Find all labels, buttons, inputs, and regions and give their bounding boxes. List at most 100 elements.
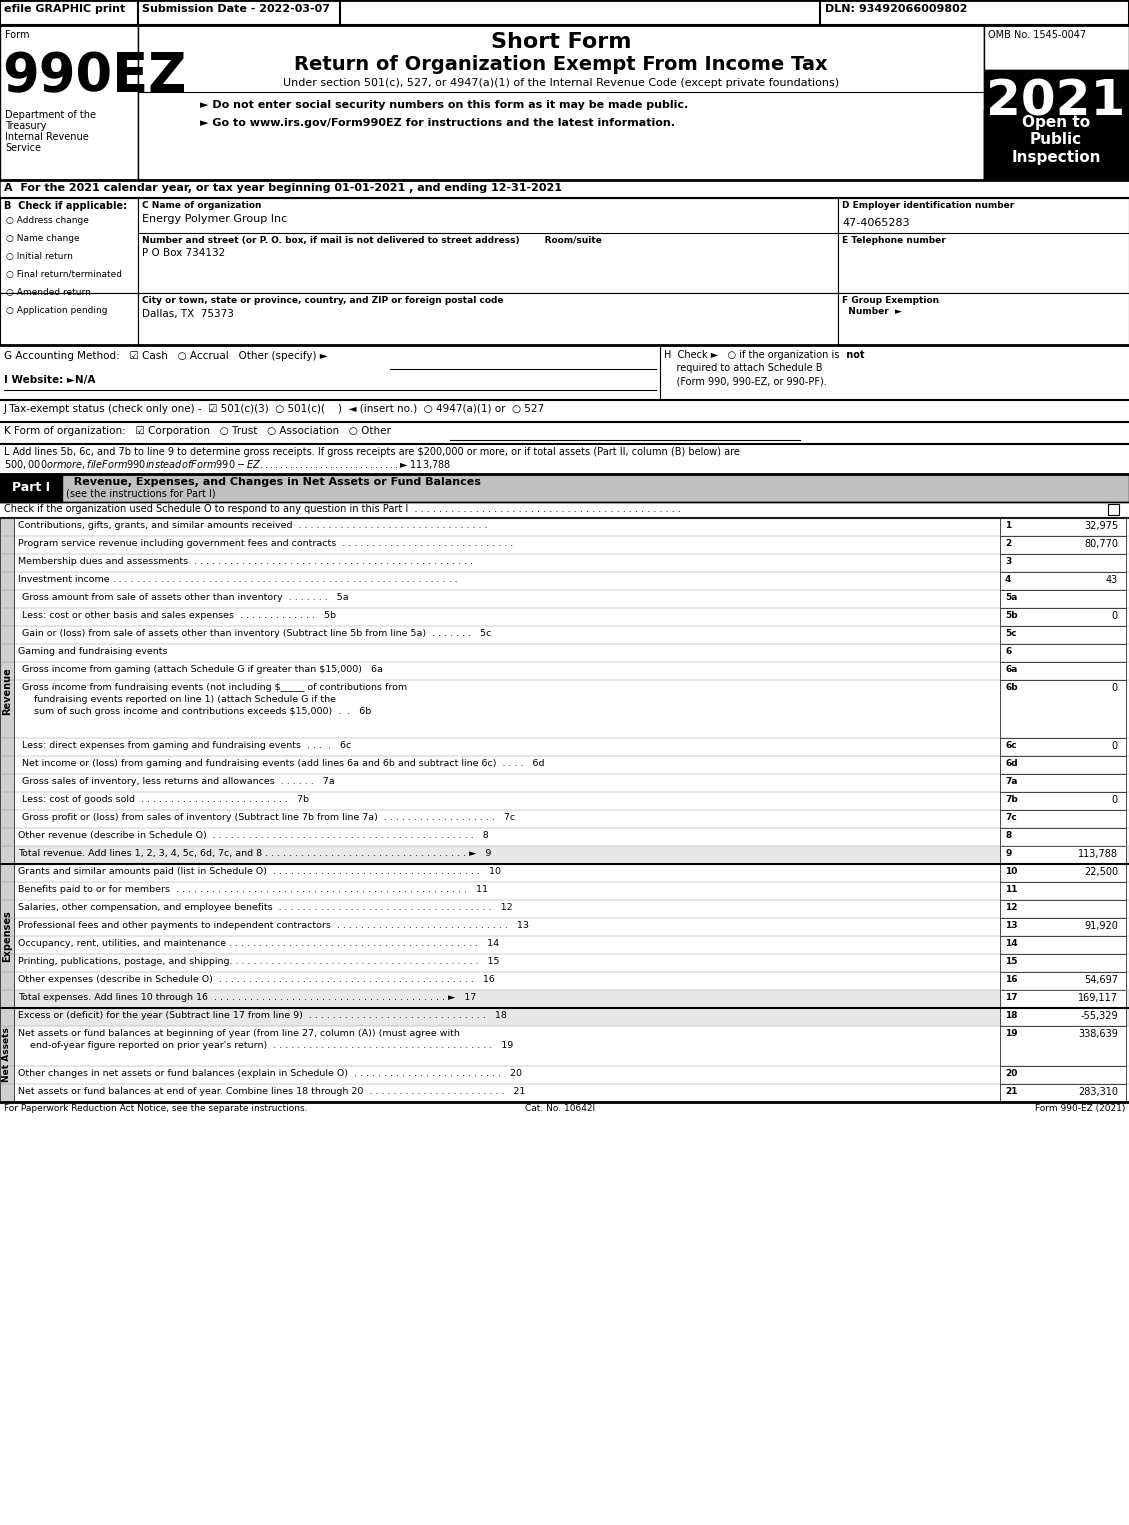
Text: Short Form: Short Form bbox=[491, 32, 631, 52]
Text: 113,788: 113,788 bbox=[1078, 849, 1118, 859]
Text: Net assets or fund balances at beginning of year (from line 27, column (A)) (mus: Net assets or fund balances at beginning… bbox=[18, 1029, 460, 1039]
Bar bbox=[138, 198, 838, 293]
Text: Gross income from fundraising events (not including $_____ of contributions from: Gross income from fundraising events (no… bbox=[21, 683, 408, 692]
Bar bbox=[138, 293, 838, 345]
Text: Revenue: Revenue bbox=[2, 666, 12, 715]
Bar bbox=[1000, 662, 1126, 680]
Text: 54,697: 54,697 bbox=[1084, 974, 1118, 985]
Bar bbox=[0, 518, 14, 865]
Text: 12: 12 bbox=[1005, 903, 1017, 912]
Text: 338,639: 338,639 bbox=[1078, 1029, 1118, 1039]
Text: L Add lines 5b, 6c, and 7b to line 9 to determine gross receipts. If gross recei: L Add lines 5b, 6c, and 7b to line 9 to … bbox=[5, 447, 739, 458]
Text: P O Box 734132: P O Box 734132 bbox=[142, 249, 226, 258]
Text: 3: 3 bbox=[1005, 557, 1012, 566]
Bar bbox=[1000, 1026, 1126, 1066]
Text: 6: 6 bbox=[1005, 647, 1012, 656]
Text: (see the instructions for Part I): (see the instructions for Part I) bbox=[65, 488, 216, 499]
Text: K Form of organization:   ☑ Corporation   ○ Trust   ○ Association   ○ Other: K Form of organization: ☑ Corporation ○ … bbox=[5, 425, 391, 436]
Text: H  Check ►   ○ if the organization is: H Check ► ○ if the organization is bbox=[664, 351, 842, 360]
Text: 19: 19 bbox=[1005, 1029, 1017, 1039]
Text: Service: Service bbox=[5, 143, 41, 152]
Text: City or town, state or province, country, and ZIP or foreign postal code: City or town, state or province, country… bbox=[142, 296, 504, 305]
Text: ○ Final return/terminated: ○ Final return/terminated bbox=[6, 270, 122, 279]
Text: Net assets or fund balances at end of year. Combine lines 18 through 20  . . . .: Net assets or fund balances at end of ye… bbox=[18, 1087, 525, 1096]
Text: 169,117: 169,117 bbox=[1078, 993, 1118, 1003]
Text: Less: direct expenses from gaming and fundraising events  . . .  .   6c: Less: direct expenses from gaming and fu… bbox=[21, 741, 351, 750]
Text: ○ Initial return: ○ Initial return bbox=[6, 252, 73, 261]
Bar bbox=[984, 110, 1129, 180]
Bar bbox=[1000, 881, 1126, 900]
Text: G Accounting Method:   ☑ Cash   ○ Accrual   Other (specify) ►: G Accounting Method: ☑ Cash ○ Accrual Ot… bbox=[5, 351, 327, 361]
Bar bbox=[1000, 955, 1126, 971]
Bar bbox=[1000, 518, 1126, 535]
Bar bbox=[1000, 846, 1126, 865]
Text: Under section 501(c), 527, or 4947(a)(1) of the Internal Revenue Code (except pr: Under section 501(c), 527, or 4947(a)(1)… bbox=[283, 78, 839, 88]
Text: 7b: 7b bbox=[1005, 795, 1017, 804]
Bar bbox=[1000, 918, 1126, 936]
Text: Grants and similar amounts paid (list in Schedule O)  . . . . . . . . . . . . . : Grants and similar amounts paid (list in… bbox=[18, 868, 501, 875]
Text: ○ Name change: ○ Name change bbox=[6, 233, 80, 242]
Bar bbox=[1000, 738, 1126, 756]
Bar bbox=[1000, 1008, 1126, 1026]
Bar bbox=[1000, 608, 1126, 625]
Text: Check if the organization used Schedule O to respond to any question in this Par: Check if the organization used Schedule … bbox=[5, 503, 681, 514]
Text: efile GRAPHIC print: efile GRAPHIC print bbox=[5, 5, 125, 14]
Text: DLN: 93492066009802: DLN: 93492066009802 bbox=[825, 5, 968, 14]
Bar bbox=[838, 198, 1129, 293]
Text: ► Go to www.irs.gov/Form990EZ for instructions and the latest information.: ► Go to www.irs.gov/Form990EZ for instru… bbox=[200, 117, 675, 128]
Text: Gross sales of inventory, less returns and allowances  . . . . . .   7a: Gross sales of inventory, less returns a… bbox=[21, 778, 334, 785]
Bar bbox=[1000, 590, 1126, 608]
Bar bbox=[1000, 810, 1126, 828]
Text: 20: 20 bbox=[1005, 1069, 1017, 1078]
Text: ○ Application pending: ○ Application pending bbox=[6, 307, 107, 316]
Text: 17: 17 bbox=[1005, 993, 1017, 1002]
Text: Expenses: Expenses bbox=[2, 910, 12, 962]
Text: 7c: 7c bbox=[1005, 813, 1017, 822]
Text: 16: 16 bbox=[1005, 974, 1017, 984]
Text: Benefits paid to or for members  . . . . . . . . . . . . . . . . . . . . . . . .: Benefits paid to or for members . . . . … bbox=[18, 884, 488, 894]
Text: 2: 2 bbox=[1005, 538, 1012, 547]
Text: 6c: 6c bbox=[1005, 741, 1016, 750]
Text: not: not bbox=[664, 351, 865, 360]
Text: -55,329: -55,329 bbox=[1080, 1011, 1118, 1022]
Text: $500,000 or more, file Form 990 instead of Form 990-EZ . . . . . . . . . . . . .: $500,000 or more, file Form 990 instead … bbox=[5, 458, 452, 471]
Bar bbox=[0, 865, 14, 1008]
Text: 21: 21 bbox=[1005, 1087, 1017, 1096]
Text: Internal Revenue: Internal Revenue bbox=[5, 133, 89, 142]
Text: 6a: 6a bbox=[1005, 665, 1017, 674]
Text: 0: 0 bbox=[1112, 683, 1118, 692]
Text: ► Do not enter social security numbers on this form as it may be made public.: ► Do not enter social security numbers o… bbox=[200, 101, 689, 110]
Text: Less: cost or other basis and sales expenses  . . . . . . . . . . . . .   5b: Less: cost or other basis and sales expe… bbox=[21, 612, 336, 621]
Text: Gross income from gaming (attach Schedule G if greater than $15,000)   6a: Gross income from gaming (attach Schedul… bbox=[21, 665, 383, 674]
Bar bbox=[1000, 791, 1126, 810]
Bar bbox=[138, 24, 984, 180]
Text: 8: 8 bbox=[1005, 831, 1012, 840]
Text: Gross amount from sale of assets other than inventory  . . . . . . .   5a: Gross amount from sale of assets other t… bbox=[21, 593, 349, 602]
Text: Number and street (or P. O. box, if mail is not delivered to street address)    : Number and street (or P. O. box, if mail… bbox=[142, 236, 602, 246]
Text: 13: 13 bbox=[1005, 921, 1017, 930]
Text: Number  ►: Number ► bbox=[842, 307, 902, 316]
Text: 0: 0 bbox=[1112, 612, 1118, 621]
Text: Excess or (deficit) for the year (Subtract line 17 from line 9)  . . . . . . . .: Excess or (deficit) for the year (Subtra… bbox=[18, 1011, 507, 1020]
Text: 14: 14 bbox=[1005, 939, 1017, 949]
Text: ○ Amended return: ○ Amended return bbox=[6, 288, 90, 297]
Text: 91,920: 91,920 bbox=[1084, 921, 1118, 930]
Text: Form: Form bbox=[5, 30, 29, 40]
Text: 15: 15 bbox=[1005, 958, 1017, 965]
Text: 6b: 6b bbox=[1005, 683, 1017, 692]
Text: Contributions, gifts, grants, and similar amounts received  . . . . . . . . . . : Contributions, gifts, grants, and simila… bbox=[18, 522, 488, 531]
Text: 43: 43 bbox=[1105, 575, 1118, 586]
Bar bbox=[1000, 971, 1126, 990]
Bar bbox=[0, 474, 62, 502]
Text: Program service revenue including government fees and contracts  . . . . . . . .: Program service revenue including govern… bbox=[18, 538, 514, 547]
Text: end-of-year figure reported on prior year's return)  . . . . . . . . . . . . . .: end-of-year figure reported on prior yea… bbox=[18, 1042, 514, 1051]
Bar bbox=[0, 198, 138, 293]
Text: 5a: 5a bbox=[1005, 593, 1017, 602]
Text: sum of such gross income and contributions exceeds $15,000)  .  .   6b: sum of such gross income and contributio… bbox=[21, 708, 371, 717]
Text: Other changes in net assets or fund balances (explain in Schedule O)  . . . . . : Other changes in net assets or fund bala… bbox=[18, 1069, 522, 1078]
Bar bbox=[1000, 900, 1126, 918]
Bar bbox=[1000, 775, 1126, 791]
Bar bbox=[1000, 625, 1126, 644]
Text: Professional fees and other payments to independent contractors  . . . . . . . .: Professional fees and other payments to … bbox=[18, 921, 530, 930]
Text: Energy Polymer Group Inc: Energy Polymer Group Inc bbox=[142, 214, 287, 224]
